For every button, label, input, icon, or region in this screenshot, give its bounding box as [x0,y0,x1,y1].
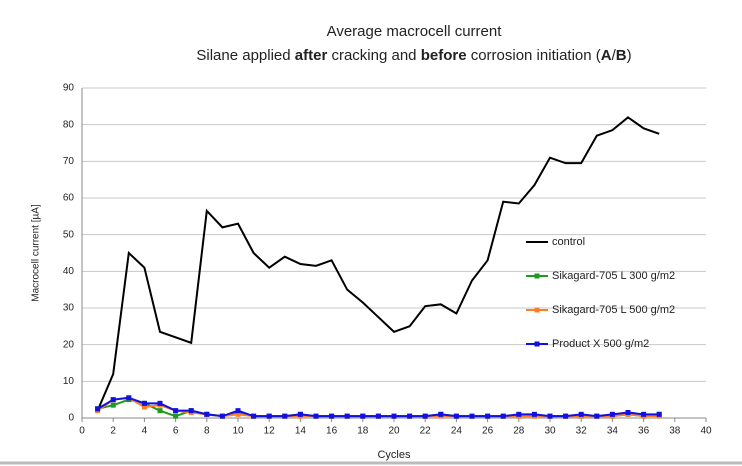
y-tick-label: 60 [63,193,75,204]
marker [625,410,631,415]
marker [344,413,350,419]
y-tick-label: 80 [63,119,75,130]
marker [453,413,459,419]
y-tick-label: 30 [63,303,75,314]
y-tick-label: 40 [63,266,75,277]
marker [95,406,101,412]
marker [360,413,366,419]
marker [157,408,163,414]
y-tick-label: 70 [63,156,75,167]
marker [500,413,506,419]
x-tick-label: 34 [607,426,619,437]
marker [110,397,116,403]
marker [438,411,444,417]
x-tick-label: 8 [204,426,210,437]
marker [219,413,225,419]
x-tick-label: 2 [110,426,116,437]
x-tick-label: 14 [295,426,307,437]
legend-marker [534,273,540,279]
marker [547,413,553,419]
marker [266,413,272,419]
x-tick-label: 20 [388,426,400,437]
subtitle-part: A [601,47,612,64]
marker [157,400,163,406]
x-tick-label: 0 [79,426,85,437]
marker [282,413,288,419]
marker [641,411,647,417]
subtitle-part: Silane applied [196,47,294,64]
subtitle-part: ) [627,47,632,64]
y-tick-label: 20 [63,339,75,350]
legend-label: Sikagard-705 L 300 g/m2 [552,270,675,282]
marker [531,411,537,417]
x-tick-label: 6 [173,426,179,437]
marker [173,413,179,419]
x-tick-label: 16 [326,426,338,437]
subtitle-part: before [421,47,467,64]
y-tick-label: 50 [63,229,75,240]
x-tick-label: 32 [576,426,588,437]
marker [235,408,241,414]
x-tick-label: 28 [513,426,525,437]
marker [656,411,662,417]
subtitle-part: corrosion initiation ( [467,47,601,64]
series-line [96,116,660,412]
marker [173,408,179,414]
marker [391,413,397,419]
marker [126,395,132,401]
x-tick-label: 24 [451,426,463,437]
x-tick-label: 38 [669,426,681,437]
marker [422,413,428,419]
y-tick-label: 10 [63,376,75,387]
marker [516,411,522,417]
y-tick-label: 0 [68,413,74,424]
marker [609,411,615,417]
marker [563,413,569,419]
legend-marker [534,341,540,347]
marker [313,413,319,419]
subtitle-part: after [295,47,328,64]
marker [329,413,335,419]
marker [251,413,257,419]
x-tick-label: 4 [142,426,148,437]
y-tick-label: 90 [63,83,75,94]
chart-subtitle: Silane applied after cracking and before… [196,47,631,64]
x-axis-label: Cycles [377,449,411,461]
marker [204,411,210,417]
marker [578,411,584,417]
legend-marker [534,307,540,313]
subtitle-part: cracking and [327,47,420,64]
marker [141,400,147,406]
x-tick-label: 12 [264,426,276,437]
subtitle-part: / [612,47,617,64]
x-tick-label: 26 [482,426,494,437]
marker [375,413,381,419]
marker [594,413,600,419]
x-tick-label: 36 [638,426,650,437]
legend-label: Product X 500 g/m2 [552,338,649,350]
legend-label: control [552,236,585,248]
x-tick-label: 22 [420,426,432,437]
marker [141,404,147,410]
x-tick-label: 40 [700,426,712,437]
x-tick-label: 18 [357,426,369,437]
y-axis-label: Macrocell current [µA] [31,204,42,302]
chart-title: Average macrocell current [327,23,503,40]
marker [188,408,194,414]
marker [469,413,475,419]
marker [235,411,241,417]
subtitle-part: B [616,47,627,64]
x-tick-label: 30 [544,426,556,437]
marker [485,413,491,419]
marker [407,413,413,419]
marker [297,411,303,417]
x-tick-label: 10 [232,426,244,437]
marker [110,402,116,408]
legend-label: Sikagard-705 L 500 g/m2 [552,304,675,316]
